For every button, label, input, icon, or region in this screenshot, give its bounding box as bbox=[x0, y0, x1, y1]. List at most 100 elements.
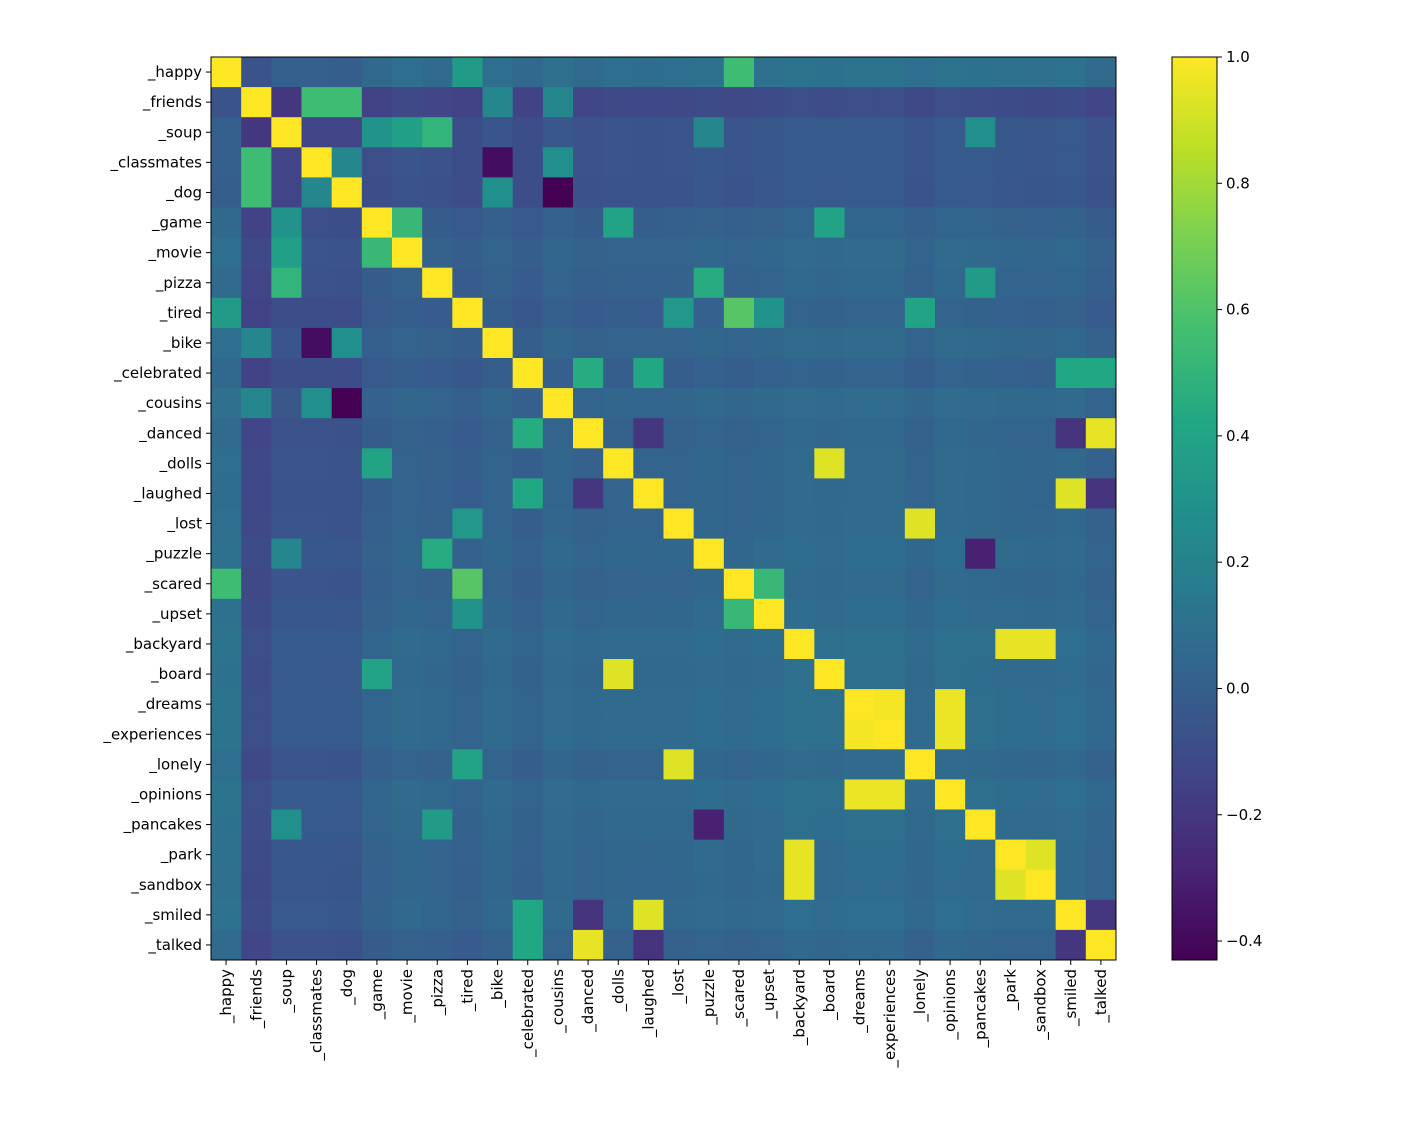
y-tick-label: _lost bbox=[166, 515, 202, 534]
heatmap-cell bbox=[331, 779, 363, 810]
heatmap-cell bbox=[1085, 478, 1117, 509]
heatmap-cell bbox=[663, 57, 695, 88]
heatmap-cell bbox=[482, 659, 514, 690]
heatmap-cell bbox=[1085, 237, 1117, 269]
heatmap-cell bbox=[663, 358, 695, 389]
x-tick-label: _danced bbox=[579, 969, 598, 1033]
heatmap-cell bbox=[422, 809, 453, 841]
heatmap-cell bbox=[211, 388, 242, 419]
heatmap-cell bbox=[512, 117, 544, 148]
heatmap-cell bbox=[331, 869, 363, 901]
y-tick-label: _cousins bbox=[137, 394, 202, 413]
heatmap-cell bbox=[904, 388, 936, 419]
heatmap-cell bbox=[814, 839, 845, 871]
heatmap-cell bbox=[512, 689, 544, 720]
heatmap-cell bbox=[1085, 659, 1117, 690]
heatmap-cell bbox=[392, 448, 423, 479]
heatmap-cell bbox=[1055, 598, 1087, 630]
heatmap-cell bbox=[452, 809, 483, 841]
heatmap-cell bbox=[452, 628, 483, 660]
y-tick-label: _board bbox=[150, 665, 202, 684]
heatmap-cell bbox=[754, 598, 785, 630]
heatmap-cell bbox=[663, 568, 695, 600]
heatmap-cell bbox=[482, 869, 514, 901]
heatmap-cell bbox=[452, 327, 483, 359]
heatmap-cell bbox=[422, 508, 453, 540]
heatmap-cell bbox=[573, 689, 604, 720]
heatmap-cell bbox=[211, 117, 242, 148]
heatmap-cell bbox=[542, 117, 574, 148]
heatmap-cell bbox=[271, 809, 302, 841]
heatmap-cell bbox=[784, 117, 815, 148]
heatmap-cell bbox=[784, 749, 815, 780]
heatmap-cell bbox=[211, 87, 242, 118]
heatmap-cell bbox=[542, 478, 574, 509]
heatmap-cell bbox=[573, 899, 604, 931]
heatmap-cell bbox=[935, 809, 966, 841]
heatmap-cell bbox=[814, 899, 845, 931]
heatmap-cell bbox=[995, 478, 1026, 509]
heatmap-cell bbox=[723, 689, 755, 720]
heatmap-cell bbox=[633, 177, 664, 208]
heatmap-cell bbox=[784, 538, 815, 570]
heatmap-cell bbox=[633, 929, 664, 961]
heatmap-cell bbox=[603, 538, 634, 570]
heatmap-cell bbox=[241, 659, 272, 690]
heatmap-cell bbox=[452, 749, 483, 780]
heatmap-cell bbox=[422, 869, 453, 901]
heatmap-cell bbox=[452, 418, 483, 449]
heatmap-cell bbox=[935, 689, 966, 720]
heatmap-cell bbox=[904, 207, 936, 239]
heatmap-cell bbox=[935, 598, 966, 630]
heatmap-cell bbox=[874, 598, 906, 630]
heatmap-cell bbox=[784, 327, 815, 359]
colorbar-tick-label: −0.2 bbox=[1226, 806, 1262, 824]
heatmap-cell bbox=[241, 418, 272, 449]
heatmap-cell bbox=[301, 147, 333, 178]
heatmap-cell bbox=[693, 147, 725, 178]
heatmap-cell bbox=[452, 869, 483, 901]
heatmap-cell bbox=[573, 659, 604, 690]
heatmap-cell bbox=[211, 809, 242, 841]
heatmap-cell bbox=[512, 478, 544, 509]
heatmap-cell bbox=[995, 117, 1026, 148]
heatmap-cell bbox=[1025, 628, 1057, 660]
heatmap-cell bbox=[995, 929, 1026, 961]
heatmap-cell bbox=[452, 598, 483, 630]
heatmap-cell bbox=[301, 207, 333, 239]
heatmap-cell bbox=[241, 177, 272, 208]
heatmap-cell bbox=[633, 358, 664, 389]
heatmap-cell bbox=[935, 207, 966, 239]
heatmap-cell bbox=[573, 598, 604, 630]
heatmap-cell bbox=[241, 598, 272, 630]
heatmap-cell bbox=[331, 207, 363, 239]
heatmap-cell bbox=[1085, 57, 1117, 88]
heatmap-cell bbox=[754, 779, 785, 810]
heatmap-cell bbox=[271, 779, 302, 810]
heatmap-cell bbox=[573, 147, 604, 178]
heatmap-cell bbox=[693, 809, 725, 841]
colorbar-tick-label: 0.2 bbox=[1226, 553, 1250, 571]
colorbar-tick-label: −0.4 bbox=[1226, 932, 1262, 950]
heatmap-cell bbox=[392, 358, 423, 389]
heatmap-cell bbox=[904, 508, 936, 540]
x-tick-label: _upset bbox=[760, 969, 779, 1020]
heatmap-cell bbox=[995, 809, 1026, 841]
heatmap-cell bbox=[542, 448, 574, 479]
heatmap-cell bbox=[935, 327, 966, 359]
heatmap-cell bbox=[211, 538, 242, 570]
heatmap-cell bbox=[542, 899, 574, 931]
heatmap-cell bbox=[512, 57, 544, 88]
heatmap-cell bbox=[965, 749, 996, 780]
heatmap-cell bbox=[512, 929, 544, 961]
heatmap-cell bbox=[301, 177, 333, 208]
heatmap-cell bbox=[693, 388, 725, 419]
heatmap-cell bbox=[814, 87, 845, 118]
heatmap-cell bbox=[633, 237, 664, 269]
heatmap-cell bbox=[904, 358, 936, 389]
heatmap-cell bbox=[211, 418, 242, 449]
x-tick-label: _opinions bbox=[941, 969, 960, 1041]
heatmap-cell bbox=[1025, 869, 1057, 901]
heatmap-cell bbox=[904, 117, 936, 148]
heatmap-cell bbox=[1025, 388, 1057, 419]
